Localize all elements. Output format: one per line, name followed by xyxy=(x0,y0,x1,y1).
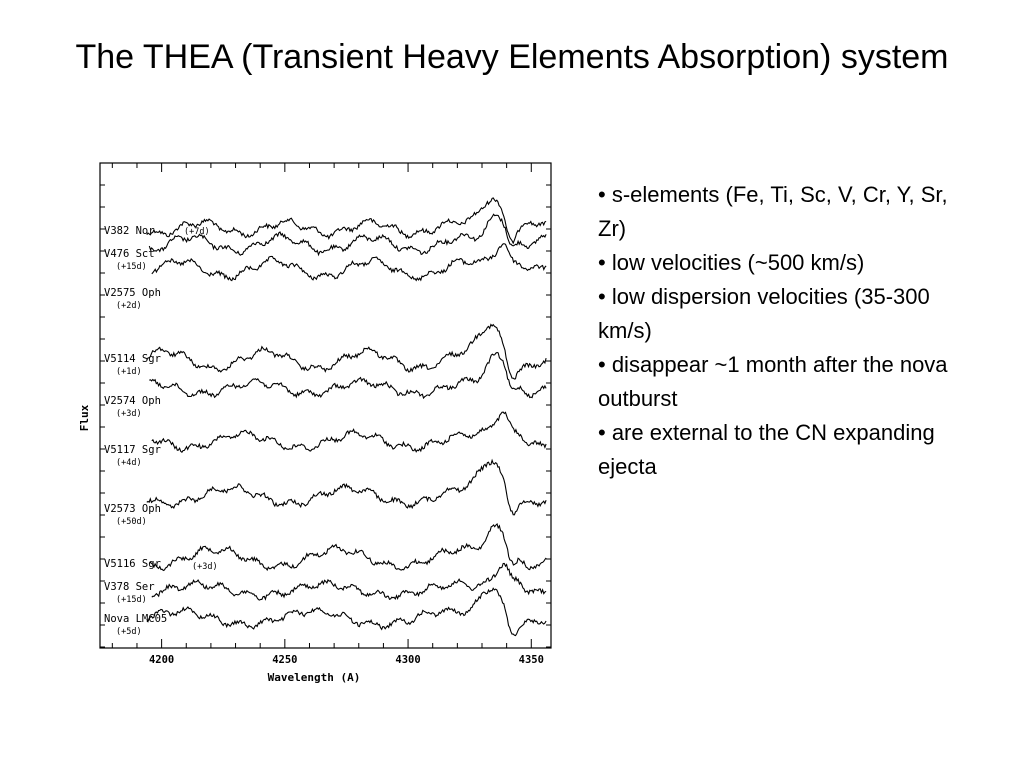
spectra-chart: 4200 4250 4300 4350 V382 Nor (+7d) V476 Sct (+… xyxy=(78,162,552,684)
spectrum-line xyxy=(146,323,547,380)
spectrum-line xyxy=(148,522,547,572)
bullet-item: • disappear ~1 month after the nova outb… xyxy=(598,352,948,411)
series-epoch-label: (+3d) xyxy=(192,562,218,572)
spectrum-line xyxy=(148,213,547,257)
series-name-label: V5117 Sgr xyxy=(104,444,161,456)
spectrum-line xyxy=(151,562,547,601)
y-axis-label: Flux xyxy=(78,404,91,431)
series-name-label: V5114 Sgr xyxy=(104,353,161,365)
ticks-layer: 4200 4250 4300 4350 xyxy=(100,163,551,666)
bullet-list: • s-elements (Fe, Ti, Sc, V, Cr, Y, Sr, … xyxy=(598,178,958,484)
labels-layer: V382 Nor (+7d) V476 Sct (+15d) V2575 Oph (+2d… xyxy=(104,225,218,637)
series-name-label: V2573 Oph xyxy=(104,503,161,515)
spectra-layer xyxy=(146,197,547,637)
spectra-figure: 4200 4250 4300 4350 V382 Nor (+7d) V476 Sct (+… xyxy=(74,156,564,690)
x-tick-label: 4250 xyxy=(272,654,297,666)
spectrum-line xyxy=(146,587,547,637)
x-tick-label: 4200 xyxy=(149,654,174,666)
x-axis-label: Wavelength (A) xyxy=(268,671,361,684)
spectrum-line xyxy=(146,458,547,516)
series-name-label: V2575 Oph xyxy=(104,287,161,299)
bullet-item: • s-elements (Fe, Ti, Sc, V, Cr, Y, Sr, … xyxy=(598,182,948,241)
series-epoch-label: (+15d) xyxy=(116,262,147,272)
spectrum-line xyxy=(151,243,547,282)
series-epoch-label: (+2d) xyxy=(116,301,142,311)
spectrum-line xyxy=(151,411,547,453)
series-epoch-label: (+15d) xyxy=(116,595,147,605)
slide-title: The THEA (Transient Heavy Elements Absor… xyxy=(75,38,949,76)
series-name-label: V378 Ser xyxy=(104,581,155,593)
bullet-item: • are external to the CN expanding eject… xyxy=(598,420,935,479)
spectrum-line xyxy=(149,351,547,400)
series-epoch-label: (+1d) xyxy=(116,367,142,377)
x-tick-label: 4350 xyxy=(519,654,544,666)
series-name-label: V5116 Sgr xyxy=(104,558,161,570)
spectrum-line xyxy=(146,197,547,245)
series-name-label: V382 Nor xyxy=(104,225,155,237)
series-epoch-label: (+5d) xyxy=(116,627,142,637)
series-name-label: V2574 Oph xyxy=(104,395,161,407)
bullet-item: • low velocities (~500 km/s) xyxy=(598,250,865,275)
series-epoch-label: (+4d) xyxy=(116,458,142,468)
series-epoch-label: (+3d) xyxy=(116,409,142,419)
series-name-label: Nova LMC05 xyxy=(104,613,167,625)
x-tick-label: 4300 xyxy=(395,654,420,666)
bullet-item: • low dispersion velocities (35-300 km/s… xyxy=(598,284,930,343)
series-name-label: V476 Sct xyxy=(104,248,155,260)
series-epoch-label: (+50d) xyxy=(116,517,147,527)
series-epoch-label: (+7d) xyxy=(184,227,210,237)
